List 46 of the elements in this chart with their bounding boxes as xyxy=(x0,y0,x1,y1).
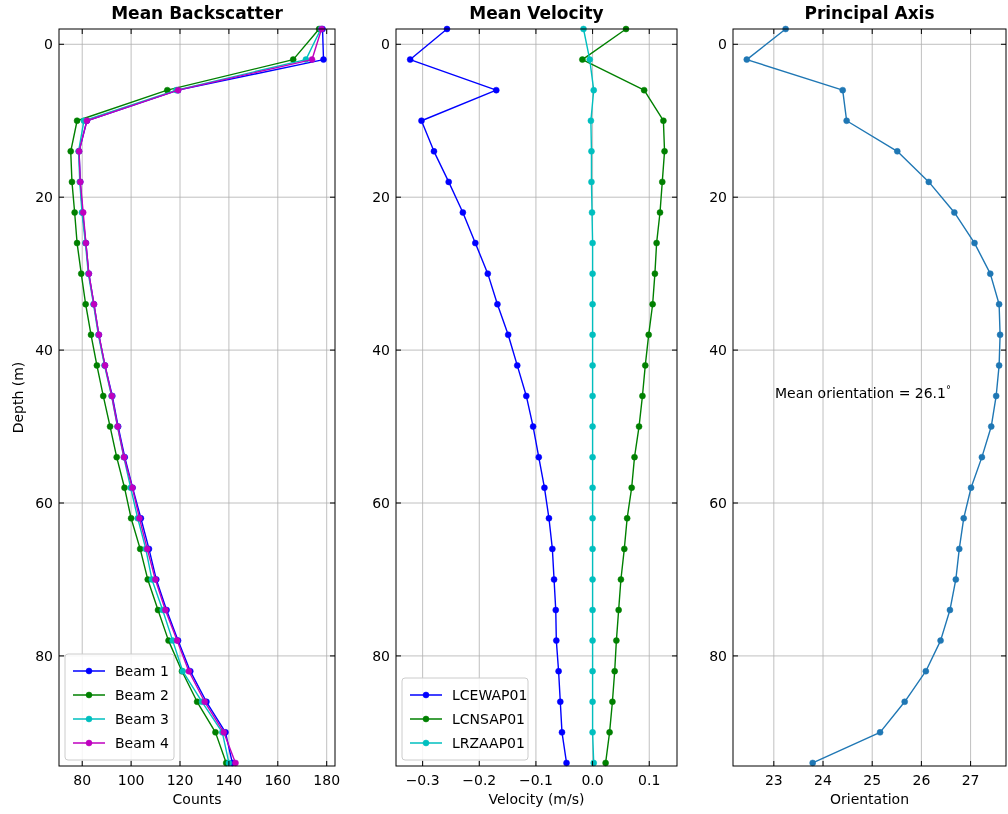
chart-title: Mean Velocity xyxy=(469,3,604,23)
x-axis-title: Counts xyxy=(172,791,222,807)
y-tick-label: 20 xyxy=(35,189,53,206)
x-tick-label: 160 xyxy=(264,772,292,788)
legend-label: Beam 3 xyxy=(115,711,169,727)
x-tick-label: 23 xyxy=(764,772,783,788)
x-axis-title: Orientation xyxy=(829,791,910,807)
x-tick-label: 180 xyxy=(313,772,341,788)
y-tick-label: 0 xyxy=(381,36,390,53)
y-tick-label: 80 xyxy=(709,647,727,664)
legend-label: LCEWAP01 xyxy=(452,687,528,703)
x-tick-label: 27 xyxy=(961,772,980,788)
y-tick-label: 60 xyxy=(372,495,390,511)
legend-label: Beam 1 xyxy=(115,663,169,679)
y-tick-label: 60 xyxy=(35,495,53,511)
y-tick-label: 60 xyxy=(709,495,727,511)
y-tick-label: 0 xyxy=(44,36,53,53)
x-tick-label: 80 xyxy=(73,772,92,788)
x-tick-label: 24 xyxy=(814,772,833,788)
annotation: Mean orientation = 26.1$^{°}$ xyxy=(775,383,951,401)
chart-title: Principal Axis xyxy=(804,3,935,23)
x-tick-label: 26 xyxy=(912,772,931,788)
x-tick-label: 100 xyxy=(117,772,145,788)
y-axis-title: Depth (m) xyxy=(10,361,26,434)
y-tick-label: 20 xyxy=(372,189,390,206)
x-tick-label: 0.0 xyxy=(581,772,604,788)
x-axis-title: Velocity (m/s) xyxy=(488,791,585,807)
y-tick-label: 40 xyxy=(372,342,390,359)
y-tick-label: 20 xyxy=(709,189,727,206)
x-tick-label: −0.3 xyxy=(405,772,440,788)
y-tick-label: 40 xyxy=(35,342,53,359)
y-tick-label: 40 xyxy=(709,342,727,359)
x-tick-label: −0.2 xyxy=(462,772,497,788)
legend-label: Beam 2 xyxy=(115,687,169,703)
y-tick-label: 0 xyxy=(718,36,727,53)
x-tick-label: 0.1 xyxy=(638,772,661,788)
y-tick-label: 80 xyxy=(35,647,53,664)
x-tick-label: 120 xyxy=(166,772,194,788)
legend-label: LRZAAP01 xyxy=(452,735,525,751)
x-tick-label: −0.1 xyxy=(518,772,553,788)
y-tick-label: 80 xyxy=(372,647,390,664)
legend-label: LCNSAP01 xyxy=(452,711,526,727)
x-tick-label: 140 xyxy=(215,772,243,788)
chart-title: Mean Backscatter xyxy=(111,3,284,23)
legend-label: Beam 4 xyxy=(115,735,169,751)
x-tick-label: 25 xyxy=(863,772,882,788)
